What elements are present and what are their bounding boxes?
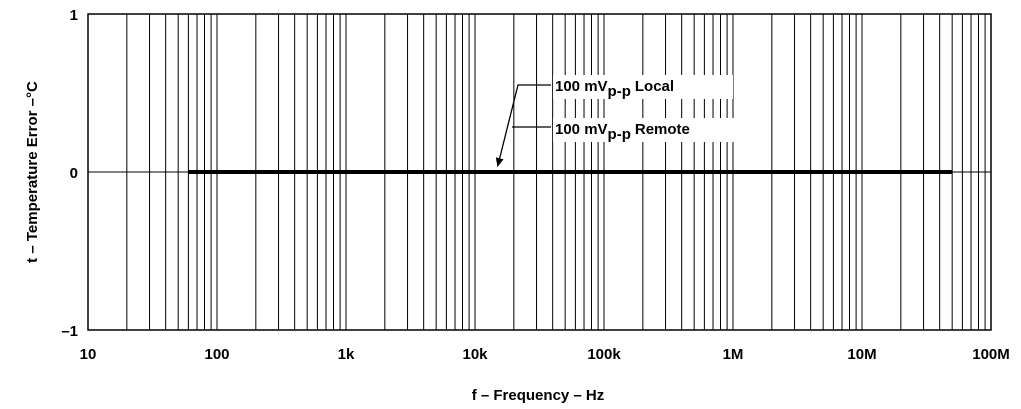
- y-tick-label: 1: [70, 7, 78, 24]
- x-axis-label: f – Frequency – Hz: [472, 387, 605, 404]
- x-tick-label: 100k: [587, 346, 621, 363]
- legend-annotations: 100 mVp-p Local 100 mVp-p Remote: [495, 75, 753, 167]
- x-tick-label: 10k: [462, 346, 488, 363]
- annotation-leader-local: [495, 84, 551, 167]
- annotation-bg: [553, 75, 733, 99]
- x-tick-label: 1M: [723, 346, 744, 363]
- annotation-label-local: 100 mVp-p Local: [555, 78, 674, 100]
- plot-frame: [87, 13, 992, 331]
- plot-border: [87, 13, 992, 331]
- x-tick-label: 1k: [338, 346, 355, 363]
- x-tick-label: 100M: [972, 346, 1010, 363]
- x-tick-label: 10: [80, 346, 97, 363]
- annotation-bg: [553, 118, 753, 142]
- annotation-label-remote: 100 mVp-p Remote: [555, 121, 690, 143]
- x-tick-label: 10M: [847, 346, 876, 363]
- y-axis-label: t – Temperature Error –°C: [24, 81, 41, 263]
- x-tick-label: 100: [204, 346, 229, 363]
- y-tick-label: –1: [61, 323, 78, 340]
- y-tick-label: 0: [70, 165, 78, 182]
